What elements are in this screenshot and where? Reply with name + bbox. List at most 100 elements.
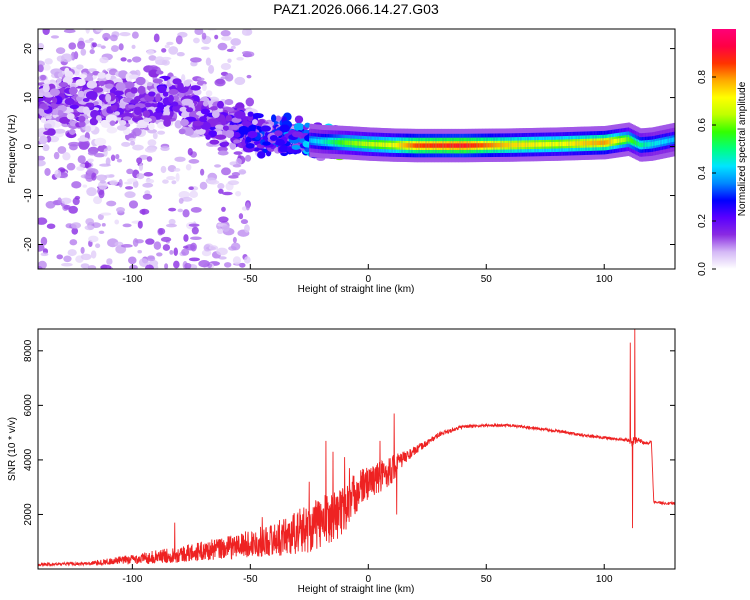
spectrogram-band-cell [323, 139, 326, 144]
spectrogram-cell [57, 146, 67, 154]
spectrogram-band-cell [623, 137, 627, 143]
spectrogram-band-cell [476, 143, 479, 148]
spectrogram-cell [190, 207, 202, 213]
spectrogram-band-cell [484, 143, 488, 148]
spectrogram-band-cell [566, 141, 570, 146]
spectrogram-cell [227, 58, 232, 63]
spectrogram-band-cell [416, 143, 420, 148]
spectrogram-band-cell [449, 143, 452, 148]
spectrogram-cell [257, 151, 266, 159]
spectrogram-cell [227, 180, 240, 186]
spectrogram-cell [61, 262, 73, 267]
spectrogram-band-cell [467, 143, 471, 148]
spectrogram-cell [199, 116, 208, 123]
spectrogram-cell [132, 180, 139, 188]
spectrogram-band-cell [629, 137, 632, 143]
spectrogram-cell [80, 263, 90, 269]
spectrogram-cell [99, 180, 106, 184]
spectrogram-cell [128, 104, 136, 109]
spectrogram-cell [80, 48, 87, 56]
spectrogram-cell [45, 115, 52, 120]
spectrogram-cell [99, 56, 109, 64]
spectrogram-cell [220, 62, 232, 71]
snr-y-axis: 2000 4000 6000 8000 [23, 339, 675, 526]
spectrogram-band-cell [474, 143, 478, 148]
spectrogram-cell [82, 184, 88, 188]
spectrogram-cell [57, 197, 62, 205]
spectrogram-cell [148, 55, 157, 61]
spectrogram-cell [162, 91, 169, 97]
spectrogram-band-cell [562, 141, 566, 147]
spectrogram-cell [168, 207, 177, 212]
spectrogram-cell [133, 106, 142, 116]
spectrogram-cell [42, 83, 50, 93]
spectrogram-cell [232, 236, 237, 244]
spectrogram-cell [178, 197, 184, 204]
spectrogram-band-cell [640, 142, 644, 148]
spectrogram-cell [115, 153, 120, 160]
spectrogram-cell [291, 144, 301, 150]
spectrogram-marks [38, 29, 675, 269]
spectrogram-x-tick-label: 0 [366, 274, 372, 285]
spectrogram-band-cell [589, 140, 593, 146]
spectrogram-band-cell [649, 142, 652, 147]
spectrogram-cell [175, 172, 180, 182]
spectrogram-cell [38, 217, 48, 225]
spectrogram-cell [109, 120, 116, 126]
spectrogram-cell [85, 90, 98, 100]
spectrogram-band-cell [583, 141, 587, 146]
snr-x-axis: -100 -50 0 50 100 [122, 564, 613, 585]
spectrogram-cell [54, 169, 62, 179]
spectrogram-x-tick-label: 50 [481, 274, 493, 285]
spectrogram-band-cell [581, 141, 584, 146]
spectrogram-band-cell [439, 143, 443, 148]
spectrogram-band-cell [541, 142, 544, 147]
spectrogram-band-cell [576, 141, 580, 146]
spectrogram-cell [95, 115, 102, 121]
spectrogram-band-cell [654, 141, 658, 146]
spectrogram-cell [244, 51, 255, 58]
spectrogram-cell [126, 168, 134, 175]
spectrogram-band-cell [598, 140, 601, 146]
spectrogram-band-cell [557, 141, 560, 147]
spectrogram-cell [42, 144, 50, 152]
spectrogram-cell [238, 125, 249, 135]
spectrogram-band-cell [324, 139, 328, 145]
spectrogram-band-cell [319, 139, 322, 144]
spectrogram-cell [184, 262, 192, 269]
spectrogram-band-cell [646, 142, 649, 147]
spectrogram-cell [45, 200, 56, 209]
spectrogram-cell [40, 74, 47, 81]
spectrogram-band-cell [412, 143, 416, 148]
spectrogram-band-cell [572, 141, 576, 146]
spectrogram-cell [114, 219, 120, 225]
spectrogram-cell [147, 139, 157, 147]
spectrogram-cell [158, 228, 166, 235]
spectrogram-cell [58, 81, 69, 88]
spectrogram-band-cell [333, 139, 336, 145]
spectrogram-band-cell [661, 139, 665, 145]
spectrogram-band-cell [612, 139, 615, 144]
spectrogram-cell [221, 206, 226, 212]
spectrogram-band-cell [340, 140, 343, 145]
spectrogram-cell [112, 78, 123, 83]
spectrogram-band-cell [586, 140, 590, 146]
spectrogram-cell [262, 141, 271, 146]
spectrogram-band-cell [524, 142, 527, 147]
spectrogram-cell [200, 108, 211, 115]
spectrogram-cell [42, 29, 50, 36]
spectrogram-cell [168, 88, 179, 95]
spectrogram-cell [236, 56, 244, 61]
spectrogram-band-cell [511, 142, 515, 148]
spectrogram-band-cell [388, 142, 392, 148]
spectrogram-band-cell [316, 138, 319, 144]
spectrogram-cell [234, 110, 246, 119]
spectrogram-y-axis: -20 -10 0 10 20 [23, 43, 675, 252]
spectrogram-cell [71, 227, 79, 235]
spectrogram-cell [143, 117, 152, 123]
spectrogram-cell [97, 72, 106, 79]
spectrogram-cell [233, 131, 241, 138]
spectrogram-cell [218, 256, 227, 260]
spectrogram-x-axis: -100 -50 0 50 100 [122, 264, 613, 285]
